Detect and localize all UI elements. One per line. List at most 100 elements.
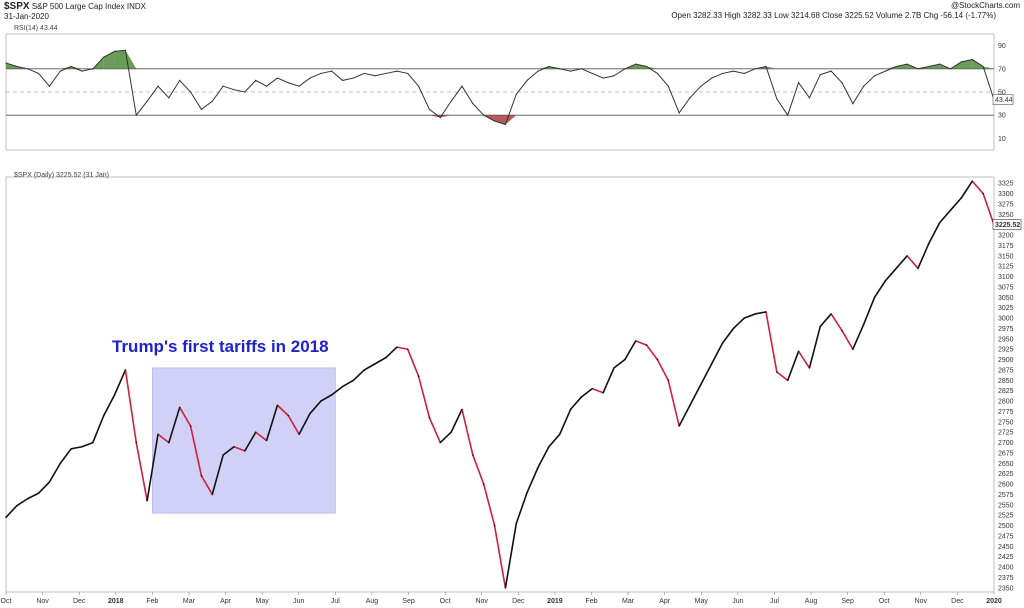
price-segment [37, 481, 51, 494]
price-point [113, 394, 116, 396]
price-segment [526, 467, 539, 493]
price-segment [667, 380, 680, 427]
rsi-point [222, 85, 224, 87]
price-segment [592, 387, 604, 394]
price-y-tick: 2650 [998, 461, 1014, 468]
price-point [48, 481, 51, 483]
rsi-point [526, 79, 528, 81]
price-point [102, 414, 105, 417]
price-point [298, 433, 300, 436]
price-point [971, 180, 974, 182]
price-segment [461, 409, 474, 456]
rsi-point [613, 75, 615, 77]
rsi-point [450, 100, 452, 102]
price-segment [168, 407, 181, 443]
chart-date: 31-Jan-2020 [4, 12, 49, 21]
rsi-point [124, 49, 127, 51]
price-point [938, 221, 941, 224]
rsi-point [711, 77, 713, 79]
price-segment [548, 433, 561, 448]
rsi-point [211, 100, 213, 102]
price-point [710, 362, 713, 365]
price-point [178, 406, 181, 409]
price-segment [146, 434, 159, 501]
price-point [417, 375, 420, 378]
price-segment [211, 454, 224, 495]
price-segment [200, 475, 213, 495]
price-point [363, 369, 366, 371]
rsi-overbought-fill [896, 64, 908, 69]
x-tick-label: Mar [183, 598, 196, 605]
rsi-point [352, 77, 355, 79]
price-y-tick: 3075 [998, 284, 1014, 291]
price-segment [113, 369, 127, 396]
price-point [59, 462, 62, 465]
rsi-point [16, 65, 18, 68]
price-label: $SPX (Daily) 3225.52 (31 Jan) [14, 172, 109, 179]
price-point [5, 516, 7, 519]
price-y-tick: 3000 [998, 316, 1014, 323]
price-point [504, 587, 507, 589]
price-point [515, 522, 518, 525]
price-point [602, 392, 604, 394]
price-segment [635, 340, 647, 346]
price-y-tick: 3250 [998, 212, 1014, 219]
rsi-point [939, 63, 941, 65]
price-y-tick: 2700 [998, 440, 1014, 447]
x-tick-label: Apr [220, 598, 232, 605]
x-tick-label: Apr [659, 598, 671, 605]
symbol: $SPX [4, 1, 30, 12]
price-point [200, 475, 203, 477]
price-segment [493, 525, 507, 588]
price-y-tick: 2750 [998, 419, 1014, 426]
price-segment [472, 454, 485, 485]
x-tick-label: Aug [366, 598, 379, 605]
x-tick-label: Nov [475, 598, 488, 605]
rsi-y-tick: 50 [998, 90, 1006, 97]
price-segment [255, 431, 268, 442]
rsi-point [320, 72, 322, 75]
price-segment [732, 317, 745, 330]
rsi-point [548, 65, 550, 68]
price-segment [960, 180, 973, 199]
price-segment [385, 346, 398, 359]
price-y-tick: 3175 [998, 243, 1014, 250]
price-segment [450, 409, 463, 433]
price-segment [689, 384, 702, 406]
price-y-tick: 2725 [998, 430, 1014, 437]
price-point [721, 342, 724, 344]
price-segment [754, 311, 767, 315]
price-y-tick: 3025 [998, 305, 1014, 312]
price-point [124, 369, 127, 371]
rsi-point [309, 77, 311, 79]
price-panel: 3325 3300 3275 3250 3200 3175 3150 3125 3100 3075… [5, 176, 1022, 592]
price-point [287, 414, 290, 417]
rsi-point [873, 75, 876, 77]
rsi-point [396, 70, 398, 72]
price-point [265, 439, 268, 442]
price-point [189, 425, 192, 427]
price-point [406, 348, 409, 351]
price-segment [179, 406, 192, 427]
price-point [884, 279, 887, 282]
price-point [211, 493, 214, 496]
price-y-tick: 2825 [998, 388, 1014, 395]
price-segment [862, 297, 876, 325]
rsi-overbought-fill [961, 59, 973, 69]
price-segment [482, 483, 496, 526]
x-tick-label: Jul [770, 598, 779, 605]
price-segment [92, 415, 105, 443]
price-segment [624, 340, 637, 361]
rsi-point [819, 74, 821, 76]
price-segment [656, 359, 669, 381]
price-segment [906, 255, 919, 269]
price-y-tick: 2900 [998, 357, 1014, 364]
x-tick-label: Sep [402, 598, 415, 605]
rsi-point [244, 91, 246, 93]
price-y-tick: 3125 [998, 264, 1014, 271]
price-segment [819, 313, 832, 327]
price-point [917, 267, 919, 270]
rsi-overbought-fill [885, 66, 897, 69]
price-segment [852, 324, 865, 350]
